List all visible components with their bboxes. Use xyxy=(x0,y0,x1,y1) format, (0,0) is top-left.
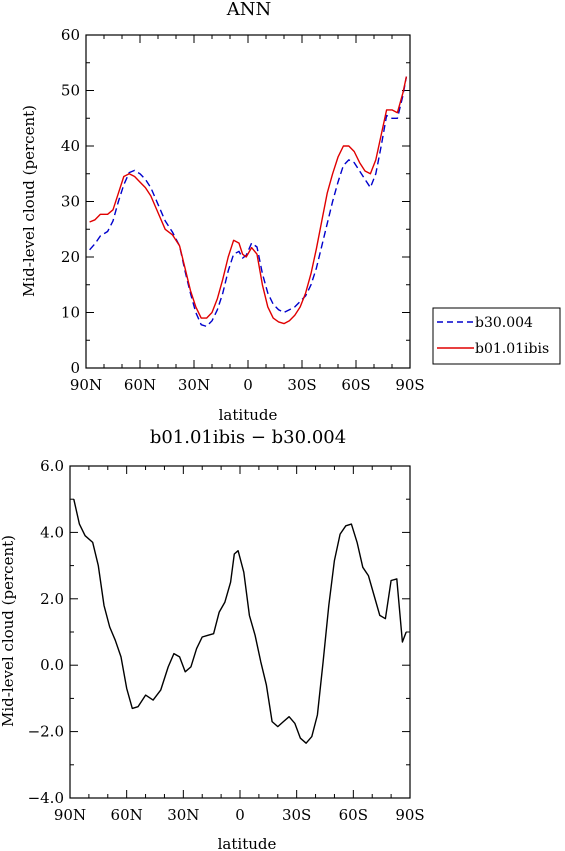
bottom-x-axis-label: latitude xyxy=(218,835,277,851)
x-tick-label: 0 xyxy=(235,806,245,824)
top-series xyxy=(89,76,408,328)
top-chart: ANN 90N 60N 30N 0 30S 60S 90S 0 10 20 30 40 50 60 la… xyxy=(20,0,561,424)
bottom-chart: b01.01ibis − b30.004 90N 60N 30N 0 30S 60S 90S… xyxy=(0,427,425,851)
y-tick-label: 2.0 xyxy=(40,590,64,608)
series-line-b30004 xyxy=(89,76,408,328)
y-tick-label: 20 xyxy=(61,248,80,266)
y-tick-label: 50 xyxy=(61,82,80,100)
x-tick-label: 60N xyxy=(124,376,156,394)
y-tick-label: 60 xyxy=(61,26,80,44)
legend-box xyxy=(432,307,561,365)
top-x-axis-label: latitude xyxy=(219,406,278,424)
bottom-series xyxy=(73,499,407,744)
y-tick-label: 6.0 xyxy=(40,457,64,475)
legend-label-b0101ibis: b01.01ibis xyxy=(475,341,549,357)
x-tick-label: 90S xyxy=(395,806,424,824)
y-tick-label: 10 xyxy=(61,304,80,322)
series-line-difference xyxy=(73,499,407,744)
x-tick-label: 60S xyxy=(341,376,370,394)
x-tick-label: 30N xyxy=(178,376,210,394)
x-tick-label: 90N xyxy=(54,806,86,824)
bottom-x-tick-labels: 90N 60N 30N 0 30S 60S 90S xyxy=(54,806,425,824)
y-tick-label: 0.0 xyxy=(40,656,64,674)
y-tick-label: −2.0 xyxy=(28,723,64,741)
bottom-plot-frame xyxy=(69,465,411,799)
bottom-chart-title: b01.01ibis − b30.004 xyxy=(150,427,346,448)
top-plot-frame xyxy=(85,34,411,369)
x-tick-label: 0 xyxy=(243,376,253,394)
top-chart-title: ANN xyxy=(226,0,272,20)
y-tick-label: 4.0 xyxy=(40,523,64,541)
bottom-y-axis-label: Mid-level cloud (percent) xyxy=(0,535,17,727)
x-tick-label: 30N xyxy=(167,806,199,824)
x-tick-label: 60N xyxy=(111,806,143,824)
x-tick-label: 60S xyxy=(339,806,368,824)
y-tick-label: 30 xyxy=(61,193,80,211)
bottom-y-tick-labels: −4.0 −2.0 0.0 2.0 4.0 6.0 xyxy=(28,457,64,807)
top-x-tick-labels: 90N 60N 30N 0 30S 60S 90S xyxy=(70,376,425,394)
x-tick-label: 30S xyxy=(287,376,316,394)
series-line-b0101ibis xyxy=(89,76,408,325)
x-tick-label: 90S xyxy=(395,376,424,394)
top-ticks xyxy=(85,34,411,369)
bottom-ticks xyxy=(69,465,411,799)
x-tick-label: 90N xyxy=(70,376,102,394)
x-tick-label: 30S xyxy=(282,806,311,824)
y-tick-label: −4.0 xyxy=(28,789,64,807)
y-tick-label: 0 xyxy=(70,359,80,377)
legend-label-b30004: b30.004 xyxy=(475,315,533,331)
top-y-tick-labels: 0 10 20 30 40 50 60 xyxy=(61,26,80,377)
legend: b30.004 b01.01ibis xyxy=(432,307,561,365)
y-tick-label: 40 xyxy=(61,137,80,155)
top-y-axis-label: Mid-level cloud (percent) xyxy=(20,105,38,297)
